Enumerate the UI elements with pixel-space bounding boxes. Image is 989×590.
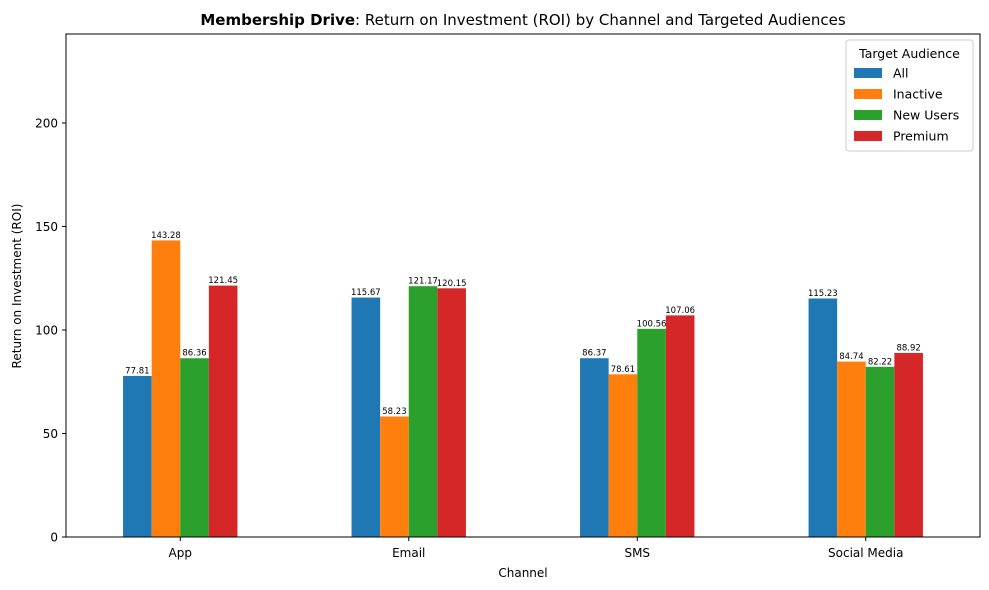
y-tick-label: 100 xyxy=(35,324,58,338)
chart-title: Membership Drive: Return on Investment (… xyxy=(200,11,845,29)
bar-inactive-social-media xyxy=(837,361,866,537)
bar-all-social-media xyxy=(808,298,838,537)
data-label: 121.17 xyxy=(408,277,438,287)
bar-inactive-sms xyxy=(608,374,638,537)
legend-label: New Users xyxy=(893,108,959,123)
y-tick-label: 150 xyxy=(35,220,58,234)
data-label: 100.56 xyxy=(637,319,667,329)
x-tick-label: Social Media xyxy=(828,546,903,560)
bar-all-app xyxy=(123,375,152,537)
data-label: 82.22 xyxy=(868,357,892,367)
y-axis-label: Return on Investment (ROI) xyxy=(10,204,24,369)
data-label: 78.61 xyxy=(611,365,635,375)
data-label: 107.06 xyxy=(665,306,695,316)
bar-new-users-social-media xyxy=(865,366,895,537)
bar-premium-email xyxy=(437,288,466,537)
data-label: 121.45 xyxy=(208,276,238,286)
x-tick-label: Email xyxy=(392,546,425,560)
bar-new-users-sms xyxy=(637,328,666,537)
data-label: 143.28 xyxy=(151,231,181,241)
y-tick-label: 0 xyxy=(50,531,58,545)
legend-label: Inactive xyxy=(893,87,943,102)
legend-box xyxy=(845,39,974,152)
legend-swatch-all xyxy=(854,68,882,78)
data-label: 58.23 xyxy=(382,407,406,417)
x-axis-label: Channel xyxy=(498,566,547,580)
x-tick-label: App xyxy=(169,546,192,560)
legend: Target Audience All Inactive New Users Premi… xyxy=(845,39,974,152)
data-label: 77.81 xyxy=(125,366,149,376)
plot-frame xyxy=(65,33,981,538)
data-label: 84.74 xyxy=(839,352,863,362)
bar-all-sms xyxy=(580,358,609,537)
legend-swatch-inactive xyxy=(854,89,882,99)
x-tick-label: SMS xyxy=(624,546,650,560)
y-tick-label: 200 xyxy=(35,117,58,131)
data-label: 115.67 xyxy=(351,288,381,298)
bar-premium-app xyxy=(208,285,238,537)
legend-title: Target Audience xyxy=(858,46,960,61)
data-label: 86.36 xyxy=(182,349,206,359)
chart-title-bold: Membership Drive xyxy=(200,11,355,29)
y-tick-label: 50 xyxy=(43,427,58,441)
data-label: 120.15 xyxy=(437,279,467,289)
bar-premium-sms xyxy=(665,315,695,537)
data-label: 88.92 xyxy=(896,343,920,353)
bar-new-users-app xyxy=(180,358,209,537)
legend-swatch-new-users xyxy=(854,110,882,120)
plot-area: 77.81143.2886.36121.45115.6758.23121.171… xyxy=(35,33,981,560)
legend-swatch-premium xyxy=(854,131,882,141)
bar-inactive-app xyxy=(151,240,181,538)
chart-title-rest: : Return on Investment (ROI) by Channel … xyxy=(355,11,846,29)
bar-new-users-email xyxy=(408,286,438,537)
legend-label: Premium xyxy=(893,129,949,144)
bar-all-email xyxy=(351,297,381,537)
legend-label: All xyxy=(893,66,909,81)
bar-inactive-email xyxy=(380,416,409,537)
data-label: 86.37 xyxy=(582,349,606,359)
data-label: 115.23 xyxy=(808,289,838,299)
bar-premium-social-media xyxy=(894,352,923,537)
